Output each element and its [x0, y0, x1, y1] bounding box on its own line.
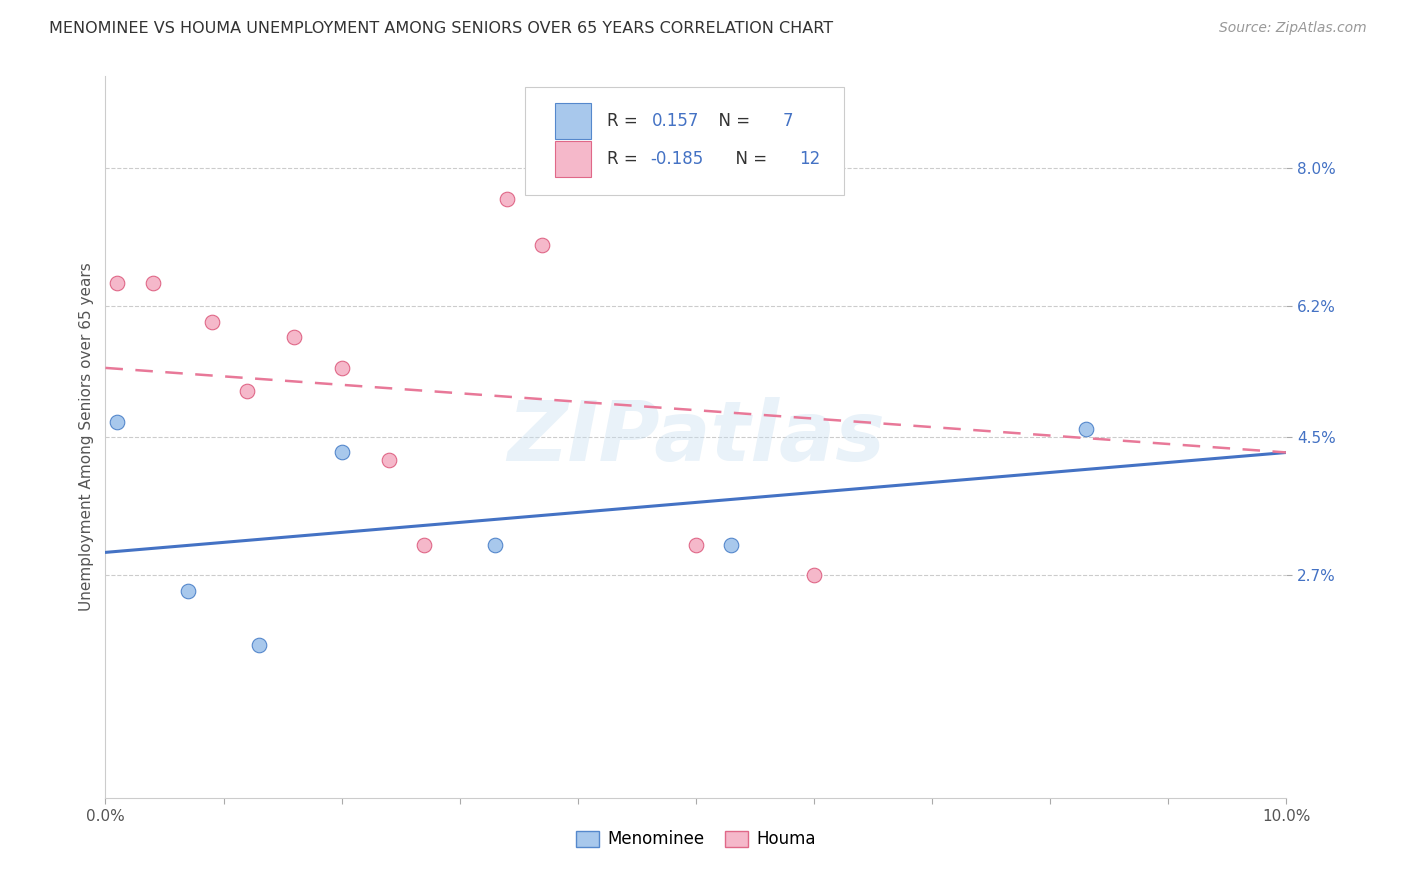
Point: [413, 538, 436, 552]
Point: [378, 453, 401, 467]
Point: [236, 384, 259, 398]
Point: [484, 538, 506, 552]
Text: MENOMINEE VS HOUMA UNEMPLOYMENT AMONG SENIORS OVER 65 YEARS CORRELATION CHART: MENOMINEE VS HOUMA UNEMPLOYMENT AMONG SE…: [49, 21, 834, 36]
Text: ZIPatlas: ZIPatlas: [508, 397, 884, 477]
Text: N =: N =: [725, 150, 773, 168]
FancyBboxPatch shape: [524, 87, 844, 195]
Text: 0.157: 0.157: [652, 112, 700, 130]
FancyBboxPatch shape: [555, 141, 591, 177]
Legend: Menominee, Houma: Menominee, Houma: [569, 823, 823, 855]
Text: -0.185: -0.185: [650, 150, 703, 168]
Point: [201, 315, 224, 329]
Y-axis label: Unemployment Among Seniors over 65 years: Unemployment Among Seniors over 65 years: [79, 263, 94, 611]
Point: [720, 538, 742, 552]
Text: N =: N =: [707, 112, 755, 130]
Text: Source: ZipAtlas.com: Source: ZipAtlas.com: [1219, 21, 1367, 35]
Point: [142, 277, 165, 291]
Point: [330, 445, 353, 459]
Point: [330, 360, 353, 375]
Text: 12: 12: [799, 150, 820, 168]
Text: 7: 7: [782, 112, 793, 130]
Point: [496, 192, 519, 206]
Point: [685, 538, 707, 552]
FancyBboxPatch shape: [555, 103, 591, 139]
Point: [247, 638, 270, 652]
Text: R =: R =: [607, 112, 644, 130]
Point: [105, 415, 128, 429]
Point: [283, 330, 305, 344]
Point: [105, 277, 128, 291]
Point: [803, 568, 825, 582]
Point: [531, 238, 554, 252]
Point: [177, 583, 200, 598]
Point: [1074, 422, 1097, 436]
Text: R =: R =: [607, 150, 644, 168]
